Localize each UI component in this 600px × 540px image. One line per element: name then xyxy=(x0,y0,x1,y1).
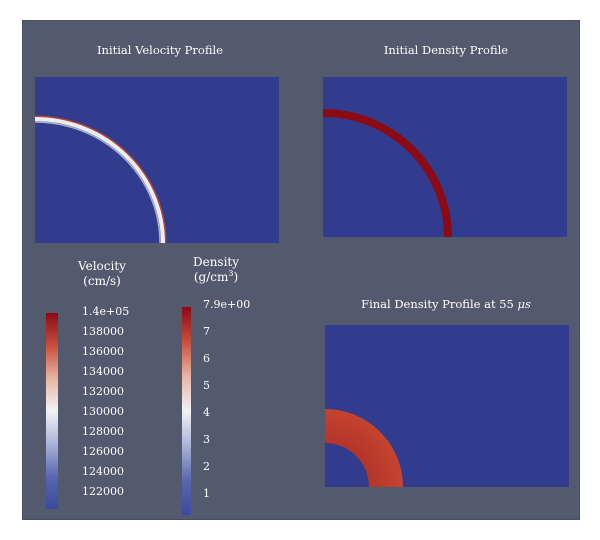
density-shell xyxy=(323,109,452,237)
velocity-tick-label: 1.4e+05 xyxy=(82,305,130,318)
velocity-tick-label: 132000 xyxy=(82,385,124,398)
density-tick-label: 4 xyxy=(203,406,210,419)
density-unit: (g/cm3) xyxy=(193,269,239,285)
density-tick-label: 7.9e+00 xyxy=(203,298,251,311)
velocity-tick-label: 128000 xyxy=(82,425,124,438)
density-tick-label: 5 xyxy=(203,379,210,392)
initial-velocity-plot xyxy=(35,77,279,243)
final-density-title: Final Density Profile at 55 μs xyxy=(361,297,531,311)
density-tick-label: 3 xyxy=(203,433,210,446)
velocity-shell-white xyxy=(35,117,165,243)
final-density-shell xyxy=(325,409,403,487)
density-tick-label: 6 xyxy=(203,352,210,365)
figure-panel: Initial Velocity Profile Initial Density… xyxy=(22,20,580,520)
velocity-colorbar-heading: Velocity (cm/s) xyxy=(78,259,126,289)
initial-velocity-title: Initial Velocity Profile xyxy=(97,43,223,57)
final-density-plot xyxy=(325,325,569,487)
density-label: Density xyxy=(192,255,240,269)
velocity-label: Velocity xyxy=(78,259,126,273)
velocity-colorbar xyxy=(46,313,58,509)
velocity-tick-label: 124000 xyxy=(82,465,124,478)
density-tick-label: 1 xyxy=(203,487,210,500)
velocity-unit: (cm/s) xyxy=(83,274,121,288)
velocity-tick-label: 136000 xyxy=(82,345,124,358)
density-tick-label: 2 xyxy=(203,460,210,473)
initial-density-title: Initial Density Profile xyxy=(383,43,509,57)
velocity-shell-inner xyxy=(35,121,161,243)
velocity-tick-label: 130000 xyxy=(82,405,124,418)
velocity-tick-label: 126000 xyxy=(82,445,124,458)
density-colorbar-heading: Density (g/cm3) xyxy=(193,255,239,285)
velocity-tick-label: 134000 xyxy=(82,365,124,378)
density-tick-label: 7 xyxy=(203,325,210,338)
velocity-tick-label: 122000 xyxy=(82,485,124,498)
initial-density-plot xyxy=(323,77,567,237)
density-colorbar xyxy=(182,307,191,515)
velocity-tick-label: 138000 xyxy=(82,325,124,338)
